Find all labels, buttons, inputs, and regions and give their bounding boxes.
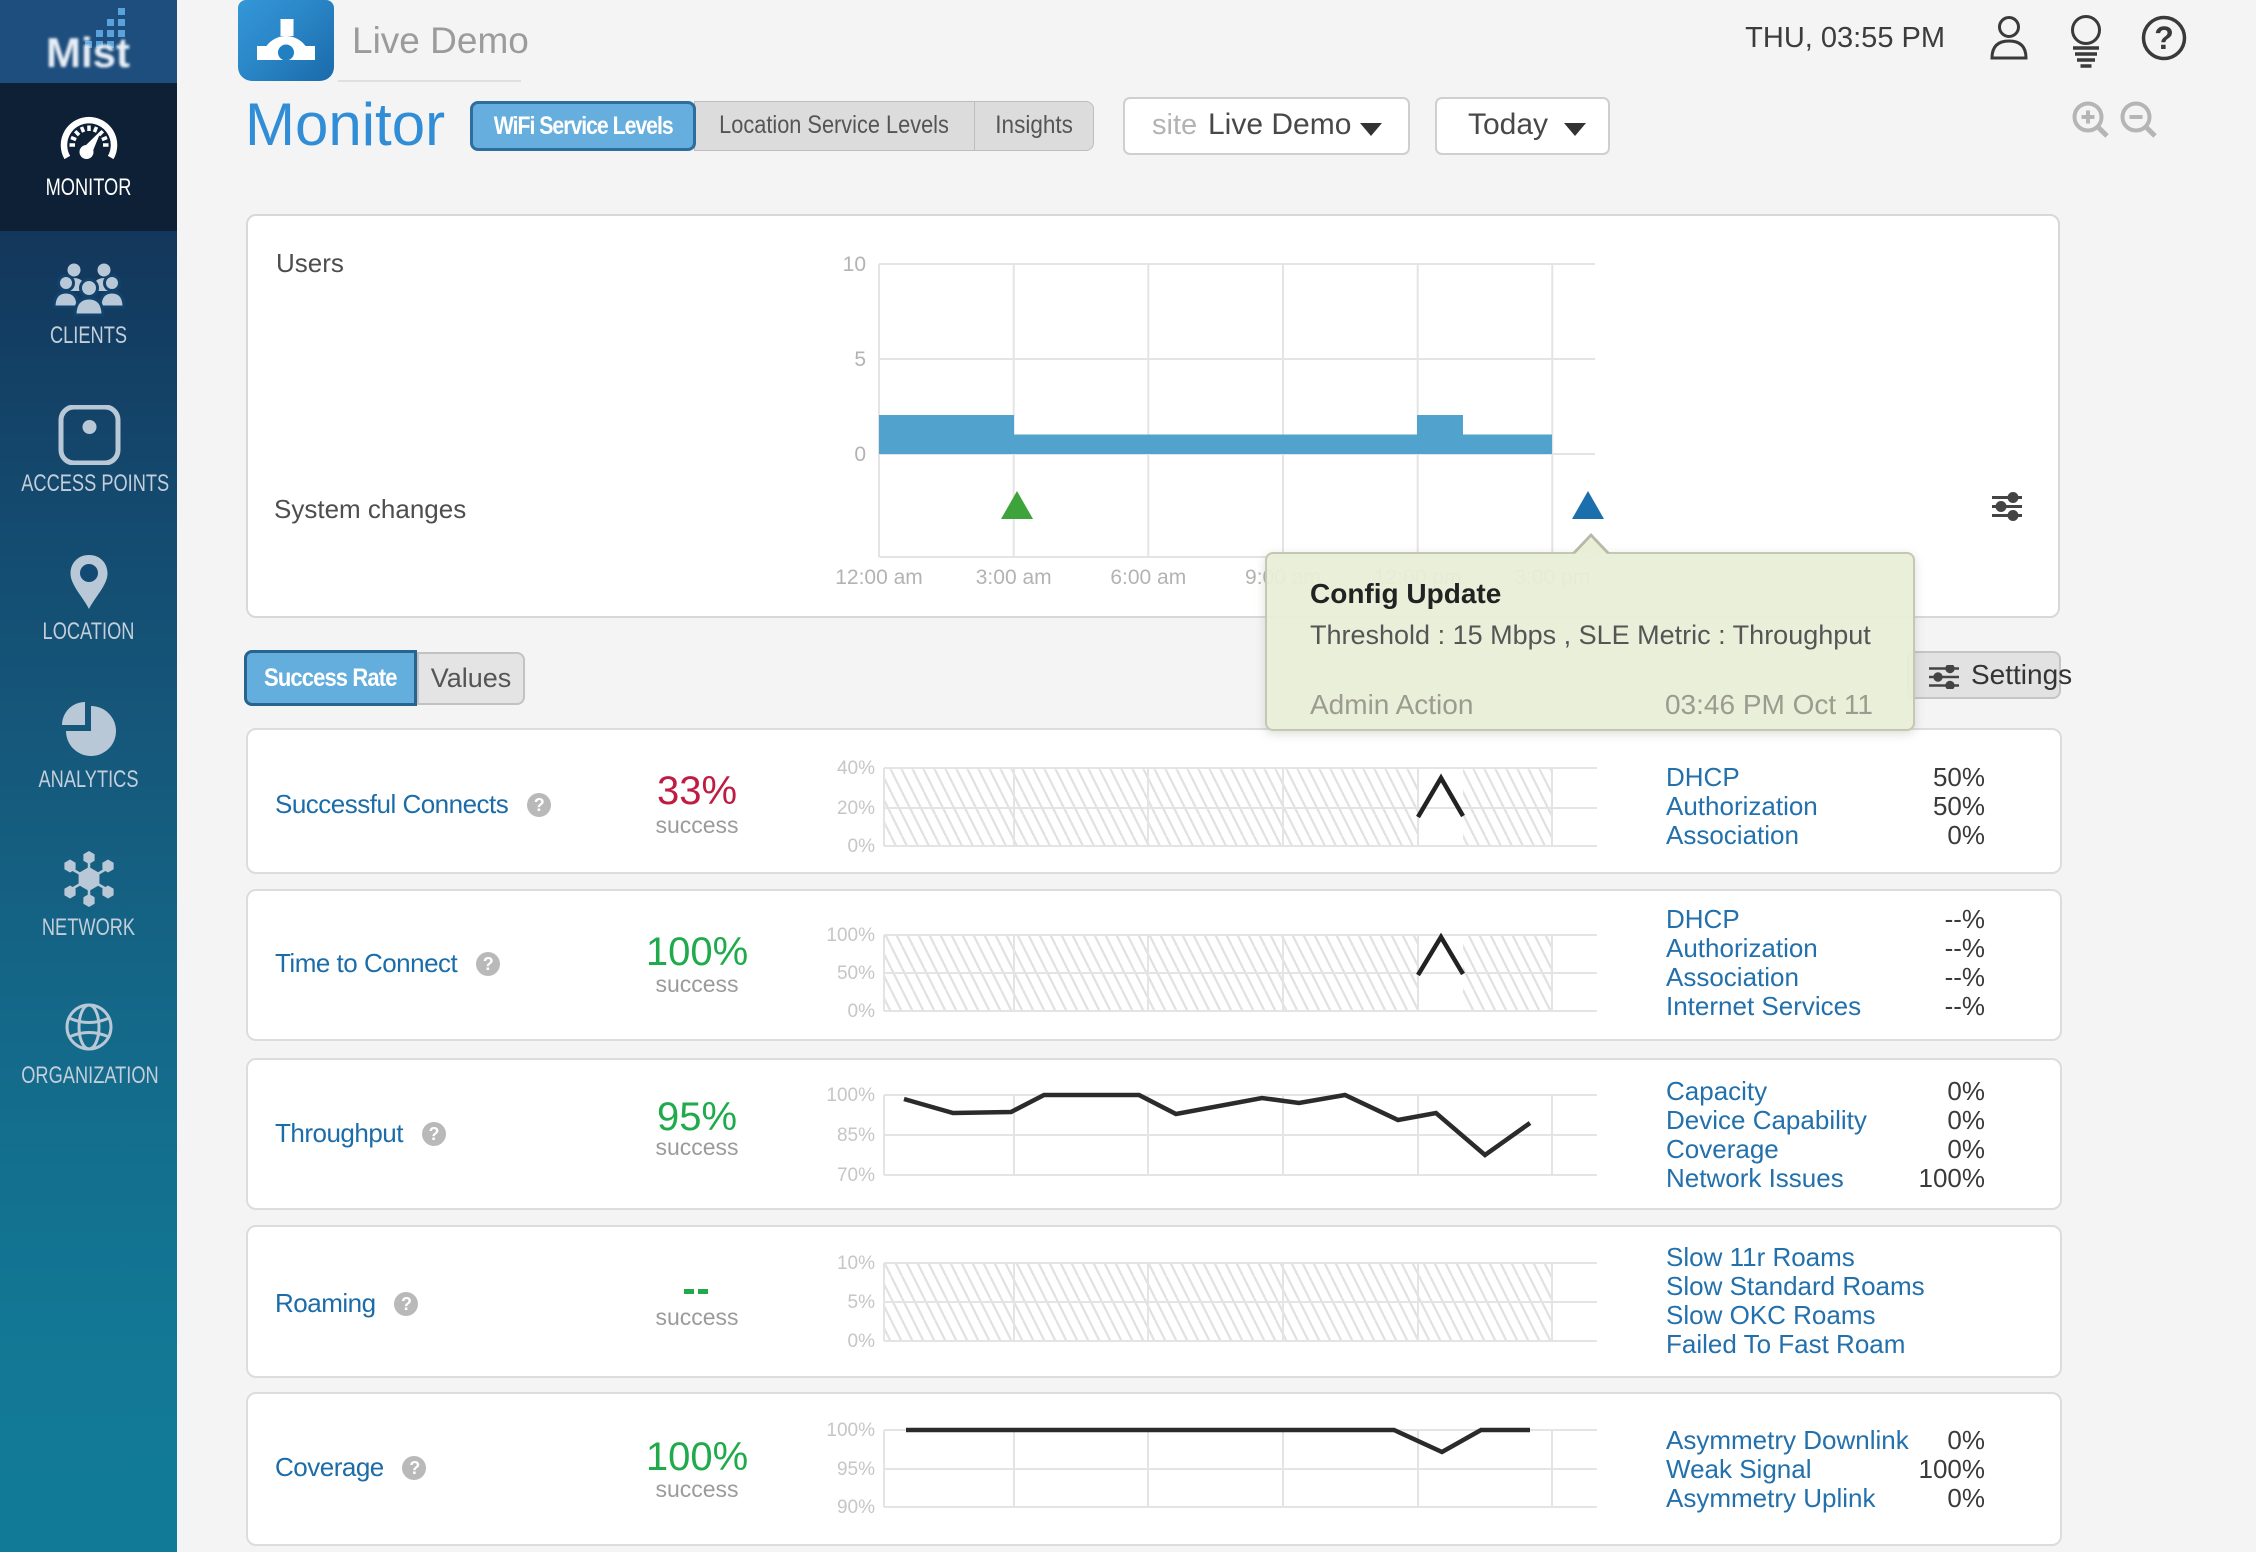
- svg-text:100%: 100%: [826, 925, 875, 946]
- svg-text:10%: 10%: [837, 1253, 875, 1274]
- svg-text:12:00 am: 12:00 am: [835, 566, 923, 589]
- svg-text:Mist: Mist: [46, 29, 130, 76]
- svg-text:10: 10: [843, 253, 866, 276]
- svg-text:5%: 5%: [848, 1292, 876, 1313]
- svg-text:0: 0: [854, 443, 866, 466]
- svg-text:0%: 0%: [848, 836, 876, 857]
- svg-text:100%: 100%: [826, 1420, 875, 1441]
- svg-text:90%: 90%: [837, 1497, 875, 1518]
- svg-text:40%: 40%: [837, 758, 875, 779]
- svg-text:85%: 85%: [837, 1125, 875, 1146]
- svg-text:5: 5: [854, 348, 866, 371]
- svg-text:50%: 50%: [837, 963, 875, 984]
- svg-text:95%: 95%: [837, 1459, 875, 1480]
- svg-text:0%: 0%: [848, 1001, 876, 1022]
- svg-text:20%: 20%: [837, 798, 875, 819]
- svg-text:?: ?: [2154, 20, 2174, 56]
- svg-text:0%: 0%: [848, 1331, 876, 1352]
- svg-text:100%: 100%: [826, 1085, 875, 1106]
- svg-text:6:00 am: 6:00 am: [1110, 566, 1186, 589]
- svg-text:70%: 70%: [837, 1165, 875, 1186]
- svg-text:3:00 am: 3:00 am: [976, 566, 1052, 589]
